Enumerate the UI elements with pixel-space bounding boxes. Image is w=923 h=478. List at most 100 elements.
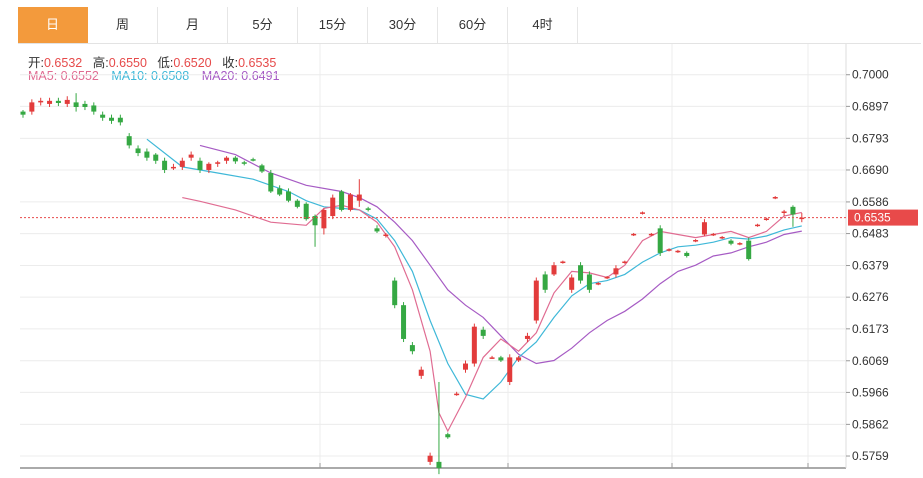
candle-body xyxy=(454,393,460,396)
candle-body xyxy=(427,455,433,462)
low-readout: 低:0.6520 xyxy=(157,56,211,70)
candle-body xyxy=(321,209,327,229)
candle-body xyxy=(436,461,442,468)
tab-5min[interactable]: 5分 xyxy=(228,7,298,43)
y-tick-label: 0.6483 xyxy=(852,227,889,241)
candle-body xyxy=(524,335,530,339)
candle-body xyxy=(347,194,353,210)
candle-body xyxy=(746,240,752,260)
candle-body xyxy=(330,197,336,217)
candle-body xyxy=(640,212,645,214)
open-label: 开: xyxy=(28,56,44,70)
ma20-line xyxy=(199,144,802,365)
tab-day[interactable]: 日 xyxy=(18,7,88,43)
candle-body xyxy=(763,218,769,221)
candle-body xyxy=(498,357,504,361)
candle-body xyxy=(799,217,805,220)
open-readout: 开:0.6532 xyxy=(28,56,82,70)
candle-body xyxy=(463,363,468,370)
candle-body xyxy=(64,99,70,104)
candle-body xyxy=(250,159,256,161)
tab-month[interactable]: 月 xyxy=(158,7,228,43)
candle-body xyxy=(383,234,389,236)
tab-4hour[interactable]: 4时 xyxy=(508,7,578,43)
y-tick-label: 0.6586 xyxy=(852,195,889,209)
y-tick-label: 0.6069 xyxy=(852,354,889,368)
period-tab-bar: 日 周 月 5分 15分 30分 60分 4时 xyxy=(18,7,921,44)
candle-body xyxy=(73,102,79,107)
candle-body xyxy=(82,103,88,107)
candle-body xyxy=(126,136,132,146)
candle-body xyxy=(55,100,61,103)
close-value: 0.6535 xyxy=(238,56,277,70)
candle-body xyxy=(294,200,300,207)
y-tick-label: 0.6690 xyxy=(852,163,889,177)
candle-body xyxy=(356,194,362,201)
ma20-legend-label: MA20: 0.6491 xyxy=(201,69,280,83)
candle-body xyxy=(409,345,415,352)
candle-body xyxy=(489,357,495,359)
current-price-tag xyxy=(848,209,918,226)
candle-body xyxy=(666,249,672,251)
candle-body xyxy=(20,111,26,115)
y-tick-label: 0.6793 xyxy=(852,131,889,145)
candle-body xyxy=(516,357,522,361)
candle-body xyxy=(392,280,398,306)
high-readout: 高:0.6550 xyxy=(93,56,147,70)
tab-week[interactable]: 周 xyxy=(88,7,158,43)
candle-body xyxy=(790,206,796,215)
candle-body xyxy=(755,224,761,227)
candle-body xyxy=(631,233,637,236)
candle-body xyxy=(38,100,44,103)
candle-body xyxy=(179,160,185,167)
candle-body xyxy=(170,166,176,169)
candle-body xyxy=(215,162,221,164)
candle-body xyxy=(542,274,548,290)
candle-body xyxy=(188,154,194,158)
candle-body xyxy=(339,191,345,210)
open-value: 0.6532 xyxy=(43,56,83,70)
tab-15min[interactable]: 15分 xyxy=(298,7,368,43)
candle-body xyxy=(719,236,725,239)
tab-30min[interactable]: 30分 xyxy=(368,7,438,43)
y-tick-label: 0.5759 xyxy=(852,449,889,463)
y-tick-label: 0.6173 xyxy=(852,322,889,336)
candle-body xyxy=(144,151,150,158)
ma5-line xyxy=(182,197,802,433)
candle-body xyxy=(622,261,628,264)
candle-body xyxy=(710,233,716,236)
candle-body xyxy=(91,105,97,112)
candle-body xyxy=(162,160,168,170)
candle-body xyxy=(737,243,743,245)
candle-body xyxy=(117,117,123,123)
candle-body xyxy=(701,222,707,235)
candle-body xyxy=(648,233,654,236)
candle-body xyxy=(675,250,681,253)
candle-body xyxy=(224,157,230,161)
candle-body xyxy=(613,268,619,275)
candle-body xyxy=(109,117,114,121)
candle-body xyxy=(693,240,699,242)
candle-body xyxy=(259,165,265,172)
candle-body xyxy=(29,102,35,112)
y-tick-label: 0.6276 xyxy=(852,290,889,304)
tab-60min[interactable]: 60分 xyxy=(438,7,508,43)
close-label: 收: xyxy=(222,56,239,70)
y-tick-label: 0.5966 xyxy=(852,385,889,399)
low-value: 0.6520 xyxy=(173,56,212,70)
candle-body xyxy=(480,329,486,336)
candle-body xyxy=(374,228,380,232)
candle-body xyxy=(604,276,610,279)
candle-body xyxy=(569,277,575,290)
candle-body xyxy=(772,197,778,199)
y-tick-label: 0.6379 xyxy=(852,259,889,273)
y-tick-label: 0.5862 xyxy=(852,417,889,431)
candle-body xyxy=(684,252,690,256)
ma10-legend-label: MA10: 0.6508 xyxy=(111,69,190,83)
candle-body xyxy=(471,326,477,364)
candle-body xyxy=(401,305,407,339)
candle-body xyxy=(445,434,451,438)
candle-body xyxy=(312,216,318,226)
y-tick-label: 0.6897 xyxy=(852,99,889,113)
